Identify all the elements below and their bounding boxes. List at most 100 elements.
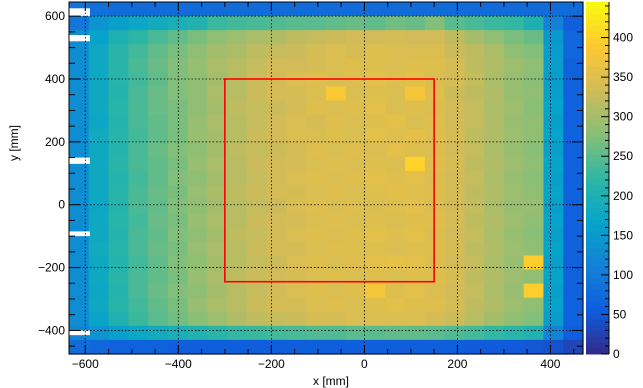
heatmap-cell [266,339,288,355]
heatmap-cell [128,297,149,313]
y-tick-label: −400 [38,323,65,337]
heatmap-cell [128,170,149,186]
heatmap-cell [128,227,149,242]
heatmap-cell [69,86,90,102]
colorbar-segment [586,178,609,185]
heatmap-cell [108,241,129,257]
x-tick-label: 400 [540,357,560,371]
heatmap-cell [444,241,465,257]
colorbar-segment [586,312,609,320]
heatmap-cell [306,283,327,299]
heatmap-cell [207,269,228,285]
colorbar-segment [586,254,609,261]
heatmap-cell [246,213,268,228]
heatmap-cell [543,30,564,45]
colorbar-segment [586,119,609,126]
heatmap-cell [306,30,327,45]
heatmap-cell [128,72,149,88]
heatmap-cell [326,2,347,17]
heatmap-cell [365,156,386,172]
heatmap-cell [365,339,386,355]
heatmap-cell [286,128,307,144]
heatmap-cell [563,213,584,228]
x-tick-label: −600 [72,357,99,371]
heatmap-cell [148,255,169,271]
heatmap-cell [306,269,327,285]
heatmap-cell [484,142,505,158]
heatmap-cell [128,86,149,102]
heatmap-cell [326,170,347,186]
heatmap-cell [148,185,169,200]
heatmap-cell [187,227,208,242]
heatmap-cell [523,185,545,200]
heatmap-cell [306,311,327,327]
colorbar-segment [586,330,609,337]
heatmap-cell [227,325,248,341]
heatmap-cell [503,156,525,172]
heatmap-cell [563,30,584,45]
heatmap-cell [108,86,129,102]
heatmap-cell [424,170,446,186]
heatmap-cell [385,339,406,355]
heatmap-cell [563,185,584,200]
heatmap-cell [503,16,525,31]
heatmap-cell [326,142,347,158]
heatmap-cell [88,255,110,271]
heatmap-cell [444,255,465,271]
heatmap-cell [246,283,268,299]
heatmap-cell [227,114,248,130]
heatmap-cell [523,170,545,186]
heatmap-cell [88,142,110,158]
heatmap-cell [266,297,288,313]
empty-bin [69,157,90,164]
heatmap-cell [345,2,367,17]
heatmap-cell [246,269,268,285]
heatmap-cell [424,86,446,102]
heatmap-cell [464,325,485,341]
heatmap-cell [266,199,288,214]
heatmap-cell [563,114,584,130]
heatmap-cell [286,255,307,271]
heatmap-cell [128,213,149,228]
heatmap-cell [148,2,169,17]
colorbar-segment [586,201,609,208]
heatmap-cell [286,199,307,214]
heatmap-cell [227,2,248,17]
heatmap-cell [246,128,268,144]
heatmap-cell [69,185,90,200]
heatmap-cell [444,100,465,116]
heatmap-cell [266,128,288,144]
heatmap-cell [365,58,386,73]
heatmap-cell [227,227,248,242]
heatmap-cell [385,269,406,285]
heatmap-cell [484,269,505,285]
heatmap-cell [345,213,367,228]
heatmap-cell [345,114,367,130]
x-tick-label: −400 [165,357,192,371]
heatmap-cell [543,44,564,59]
heatmap-cell [424,311,446,327]
heatmap-cell [484,227,505,242]
heatmap-cell [207,86,228,102]
heatmap-cell [385,142,406,158]
heatmap-cell [207,339,228,355]
heatmap-cell [543,185,564,200]
heatmap-cell [484,100,505,116]
heatmap-cell [187,241,208,257]
x-axis-label: x [mm] [313,374,349,388]
heatmap-cell [266,156,288,172]
heatmap-cell [88,58,110,73]
heatmap-cell [523,283,545,299]
x-axis: −600 −400 −200 0 200 400 [72,2,575,371]
heatmap-cell [464,58,485,73]
heatmap-cell [207,170,228,186]
heatmap-cell [187,311,208,327]
colorbar-segment [586,307,609,314]
heatmap-cell [266,170,288,186]
heatmap-cell [148,86,169,102]
colorbar-segment [586,125,609,132]
heatmap-cell [69,16,90,31]
heatmap-cell [148,283,169,299]
heatmap-cell [207,72,228,88]
heatmap-cell [464,30,485,45]
